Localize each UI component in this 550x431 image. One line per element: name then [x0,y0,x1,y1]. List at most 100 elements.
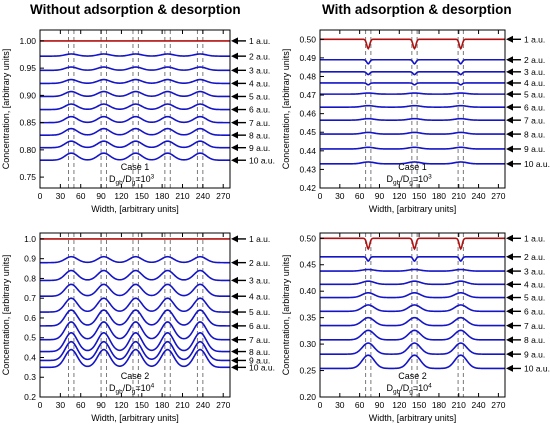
x-tick-label: 90 [375,400,385,410]
y-axis-label: Concentration, [arbitrary units] [1,255,11,376]
y-tick-label: 0.48 [299,71,316,81]
arrow-head-icon [231,79,238,87]
series-line [40,78,230,85]
arrow-head-icon [231,66,238,74]
series-line [320,117,505,121]
plot-frame [39,29,231,189]
series-label: 1 a.u. [249,36,270,46]
y-tick-label: 0.6 [24,313,36,323]
series-label: 5 a.u. [249,92,270,102]
x-tick-label: 120 [114,191,128,201]
series-label: 2 a.u. [524,55,545,65]
x-tick-label: 150 [412,191,426,201]
series-line [320,71,505,76]
y-tick-label: 0.90 [19,90,36,100]
series-label: 8 a.u. [249,347,270,357]
series-line [320,316,505,327]
series-line [320,131,505,135]
series-line [40,340,230,362]
y-tick-label: 0.8 [24,273,36,283]
arrow-head-icon [506,116,513,124]
series-line [320,237,505,251]
series-label: 6 a.u. [249,321,270,331]
series-label: 5 a.u. [524,293,545,303]
y-tick-label: 0.43 [299,164,316,174]
plot-frame [39,232,231,398]
arrow-head-icon [231,144,238,152]
series-line [320,38,505,50]
x-tick-label: 60 [355,191,365,201]
series-line [40,309,230,327]
arrow-head-icon [506,160,513,168]
plot-frame [319,232,506,398]
series-line [40,348,230,369]
series-label: 7 a.u. [249,118,270,128]
y-tick-label: 0.46 [299,109,316,119]
series-label: 10 a.u. [524,159,550,169]
plot-frame [319,29,506,189]
x-tick-label: 240 [471,400,485,410]
y-tick-label: 0.75 [19,172,36,182]
arrow-head-icon [231,322,238,330]
arrow-head-icon [231,37,238,45]
arrow-head-icon [506,336,513,344]
y-axis-label: Concentration, [arbitrary units] [281,255,291,376]
y-tick-label: 0.3 [24,372,36,382]
arrow-head-icon [506,145,513,153]
arrow-head-icon [506,103,513,111]
series-line [320,291,505,299]
arrow-head-icon [231,119,238,127]
series-label: 3 a.u. [249,66,270,76]
x-tick-label: 240 [471,191,485,201]
series-label: 9 a.u. [249,143,270,153]
arrow-head-icon [506,364,513,372]
x-tick-label: 30 [335,400,345,410]
arrow-head-icon [506,90,513,98]
y-tick-label: 0.45 [299,260,316,270]
series-label: 2 a.u. [249,51,270,61]
arrow-head-icon [506,234,513,242]
y-axis-label: Concentration, [arbitrary units] [281,49,291,170]
series-line [40,103,230,111]
arrow-head-icon [231,363,238,371]
series-label: 8 a.u. [249,130,270,140]
series-line [320,342,505,355]
y-tick-label: 0.9 [24,254,36,264]
series-label: 9 a.u. [524,144,545,154]
series-label: 4 a.u. [249,79,270,89]
arrow-head-icon [506,350,513,358]
series-line [320,304,505,313]
y-tick-label: 0.30 [299,339,316,349]
panel-top-left: 1 a.u. 2 a.u. 3 a.u. 4 a.u. 5 a.u. 6 a.u. 7 a.… [1,29,275,214]
diffusivity-ratio-label: Dgb/Dg=104 [109,383,155,396]
x-tick-label: 0 [38,191,43,201]
series-label: 5 a.u. [249,307,270,317]
x-tick-label: 60 [76,400,86,410]
series-label: 8 a.u. [524,129,545,139]
y-tick-label: 0.80 [19,145,36,155]
series-line [40,283,230,298]
arrow-head-icon [506,267,513,275]
y-tick-label: 0.50 [299,34,316,44]
series-label: 1 a.u. [524,34,545,44]
y-tick-label: 0.44 [299,146,316,156]
y-tick-label: 0.5 [24,333,36,343]
x-tick-label: 180 [432,400,446,410]
case-label: Case 2 [398,371,427,381]
case-label: Case 2 [121,371,150,381]
arrow-head-icon [231,292,238,300]
y-tick-label: 0.45 [299,127,316,137]
series-label: 5 a.u. [524,89,545,99]
series-line [40,140,230,149]
arrow-head-icon [231,52,238,60]
y-tick-label: 0.47 [299,90,316,100]
y-tick-label: 0.40 [299,286,316,296]
y-tick-label: 0.49 [299,53,316,63]
x-tick-label: 150 [412,400,426,410]
x-axis-label: Width, [arbitrary units] [91,204,179,214]
y-tick-label: 0.20 [299,392,316,402]
x-tick-label: 210 [175,400,189,410]
x-tick-label: 210 [452,400,466,410]
x-tick-label: 90 [96,400,106,410]
